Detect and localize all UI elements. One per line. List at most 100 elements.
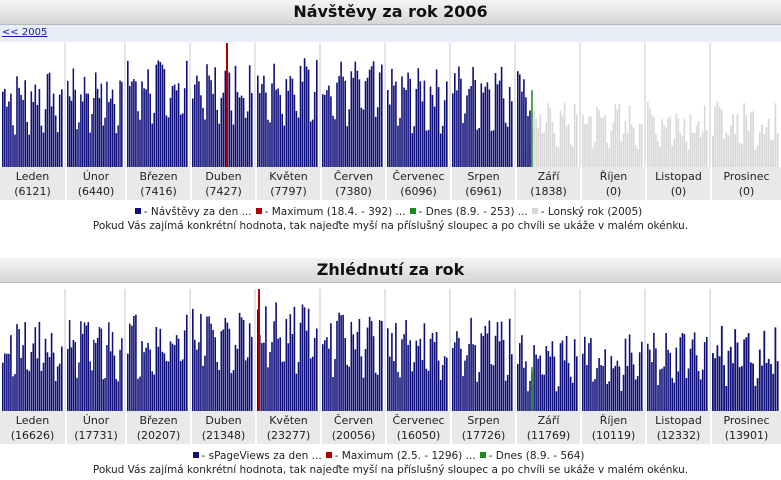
day-bar[interactable] bbox=[208, 75, 210, 168]
day-bar[interactable] bbox=[571, 382, 574, 411]
last-year-bar[interactable] bbox=[569, 143, 572, 167]
last-year-bar[interactable] bbox=[701, 131, 704, 167]
day-bar[interactable] bbox=[273, 321, 275, 411]
day-bar[interactable] bbox=[336, 82, 338, 167]
month-divider[interactable] bbox=[384, 43, 386, 167]
day-bar[interactable] bbox=[22, 345, 24, 411]
day-bar[interactable] bbox=[559, 343, 562, 411]
day-bar[interactable] bbox=[287, 90, 290, 167]
last-year-bar[interactable] bbox=[772, 139, 775, 167]
day-bar[interactable] bbox=[85, 93, 88, 168]
day-bar[interactable] bbox=[600, 365, 602, 411]
day-bar[interactable] bbox=[539, 355, 541, 411]
day-bar[interactable] bbox=[232, 124, 235, 168]
day-bar[interactable] bbox=[468, 343, 470, 411]
day-bar[interactable] bbox=[725, 386, 728, 411]
day-bar[interactable] bbox=[326, 337, 328, 411]
day-bar[interactable] bbox=[498, 80, 501, 167]
day-bar[interactable] bbox=[596, 368, 598, 411]
day-bar[interactable] bbox=[74, 89, 77, 167]
day-bar[interactable] bbox=[429, 86, 432, 168]
last-year-bar[interactable] bbox=[632, 127, 635, 167]
day-bar[interactable] bbox=[135, 314, 137, 411]
day-bar[interactable] bbox=[230, 373, 233, 411]
day-bar[interactable] bbox=[456, 331, 458, 411]
last-year-bar[interactable] bbox=[584, 124, 586, 167]
day-bar[interactable] bbox=[628, 334, 631, 411]
day-bar[interactable] bbox=[364, 81, 367, 167]
day-bar[interactable] bbox=[378, 72, 381, 167]
day-bar[interactable] bbox=[346, 126, 348, 167]
day-bar[interactable] bbox=[460, 78, 462, 167]
day-bar[interactable] bbox=[399, 117, 401, 167]
day-bar[interactable] bbox=[470, 317, 472, 411]
day-bar[interactable] bbox=[50, 333, 53, 411]
day-bar[interactable] bbox=[242, 98, 245, 167]
day-bar[interactable] bbox=[567, 362, 570, 411]
last-year-bar[interactable] bbox=[679, 132, 682, 167]
day-bar[interactable] bbox=[42, 132, 45, 168]
last-year-bar[interactable] bbox=[606, 142, 608, 167]
day-bar[interactable] bbox=[395, 81, 397, 167]
day-bar[interactable] bbox=[263, 75, 265, 167]
day-bar[interactable] bbox=[163, 353, 166, 411]
day-bar[interactable] bbox=[415, 340, 418, 411]
last-year-bar[interactable] bbox=[641, 124, 643, 167]
day-bar[interactable] bbox=[712, 353, 714, 411]
day-bar[interactable] bbox=[417, 345, 420, 411]
day-bar[interactable] bbox=[143, 352, 145, 411]
day-bar[interactable] bbox=[198, 81, 200, 167]
day-bar[interactable] bbox=[216, 361, 218, 411]
day-bar[interactable] bbox=[285, 319, 288, 411]
day-bar[interactable] bbox=[117, 381, 119, 411]
day-bar[interactable] bbox=[466, 95, 468, 167]
day-bar[interactable] bbox=[770, 364, 772, 411]
last-year-bar[interactable] bbox=[657, 141, 659, 167]
day-bar[interactable] bbox=[776, 361, 779, 411]
day-bar[interactable] bbox=[192, 98, 194, 168]
day-bar[interactable] bbox=[602, 366, 604, 411]
month-divider[interactable] bbox=[644, 43, 646, 167]
day-bar[interactable] bbox=[78, 362, 80, 412]
day-bar[interactable] bbox=[340, 315, 342, 411]
day-bar[interactable] bbox=[488, 320, 491, 412]
last-year-bar[interactable] bbox=[620, 141, 623, 167]
month-divider[interactable] bbox=[709, 289, 711, 411]
day-bar[interactable] bbox=[419, 81, 422, 167]
day-bar[interactable] bbox=[271, 342, 273, 411]
day-bar[interactable] bbox=[269, 122, 271, 167]
day-bar[interactable] bbox=[96, 88, 99, 167]
last-year-bar[interactable] bbox=[691, 132, 694, 168]
day-bar[interactable] bbox=[653, 332, 655, 411]
day-bar[interactable] bbox=[181, 359, 184, 411]
day-bar[interactable] bbox=[102, 379, 105, 411]
day-bar[interactable] bbox=[454, 342, 456, 411]
day-bar[interactable] bbox=[389, 356, 391, 411]
day-bar[interactable] bbox=[626, 366, 629, 411]
day-bar[interactable] bbox=[236, 92, 239, 167]
day-bar[interactable] bbox=[196, 75, 198, 167]
day-bar[interactable] bbox=[177, 338, 180, 411]
day-bar[interactable] bbox=[46, 73, 49, 167]
day-bar[interactable] bbox=[127, 60, 129, 167]
day-bar[interactable] bbox=[135, 81, 137, 167]
last-year-bar[interactable] bbox=[618, 103, 621, 167]
day-bar[interactable] bbox=[439, 133, 442, 168]
last-year-bar[interactable] bbox=[767, 118, 770, 167]
day-bar[interactable] bbox=[91, 370, 93, 411]
day-bar[interactable] bbox=[129, 85, 131, 167]
last-year-bar[interactable] bbox=[547, 103, 550, 167]
day-bar[interactable] bbox=[374, 372, 377, 411]
day-bar[interactable] bbox=[50, 106, 53, 167]
month-divider[interactable] bbox=[384, 289, 386, 411]
last-year-bar[interactable] bbox=[714, 106, 716, 167]
day-bar[interactable] bbox=[411, 133, 413, 167]
day-bar[interactable] bbox=[83, 322, 86, 411]
day-bar[interactable] bbox=[403, 334, 405, 411]
last-year-bar[interactable] bbox=[582, 114, 584, 167]
day-bar[interactable] bbox=[12, 376, 14, 411]
last-year-bar[interactable] bbox=[555, 145, 558, 167]
day-bar[interactable] bbox=[706, 337, 708, 411]
day-bar[interactable] bbox=[44, 338, 47, 411]
day-bar[interactable] bbox=[638, 352, 641, 411]
